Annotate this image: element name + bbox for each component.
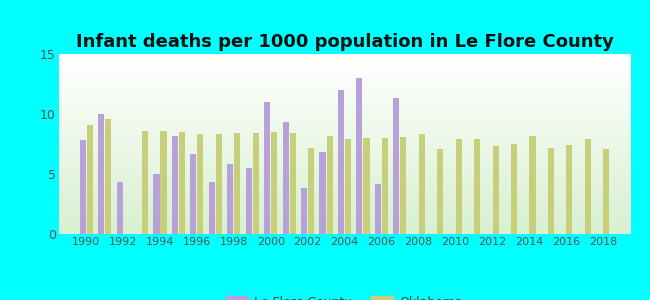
Legend: Le Flore County, Oklahoma: Le Flore County, Oklahoma — [220, 291, 469, 300]
Bar — [264, 102, 270, 234]
Bar — [326, 136, 333, 234]
Bar — [301, 188, 307, 234]
Bar — [179, 132, 185, 234]
Bar — [190, 154, 196, 234]
Bar — [308, 148, 314, 234]
Bar — [283, 122, 289, 234]
Bar — [363, 138, 369, 234]
Bar — [116, 182, 123, 234]
Bar — [98, 114, 104, 234]
Bar — [227, 164, 233, 234]
Bar — [253, 133, 259, 234]
Bar — [511, 144, 517, 234]
Bar — [393, 98, 399, 234]
Bar — [585, 139, 591, 234]
Bar — [437, 149, 443, 234]
Bar — [338, 90, 344, 234]
Bar — [603, 149, 609, 234]
Bar — [271, 132, 278, 234]
Bar — [375, 184, 381, 234]
Bar — [456, 139, 462, 234]
Title: Infant deaths per 1000 population in Le Flore County: Infant deaths per 1000 population in Le … — [75, 33, 614, 51]
Bar — [493, 146, 499, 234]
Bar — [530, 136, 536, 234]
Bar — [198, 134, 203, 234]
Bar — [161, 131, 166, 234]
Bar — [474, 139, 480, 234]
Bar — [382, 138, 388, 234]
Bar — [356, 78, 363, 234]
Bar — [234, 133, 240, 234]
Bar — [548, 148, 554, 234]
Bar — [80, 140, 86, 234]
Bar — [105, 119, 111, 234]
Bar — [172, 136, 178, 234]
Bar — [290, 133, 296, 234]
Bar — [153, 174, 159, 234]
Bar — [320, 152, 326, 234]
Bar — [246, 168, 252, 234]
Bar — [142, 131, 148, 234]
Bar — [86, 125, 93, 234]
Bar — [566, 145, 573, 234]
Bar — [400, 137, 406, 234]
Bar — [209, 182, 215, 234]
Bar — [345, 139, 351, 234]
Bar — [216, 134, 222, 234]
Bar — [419, 134, 425, 234]
